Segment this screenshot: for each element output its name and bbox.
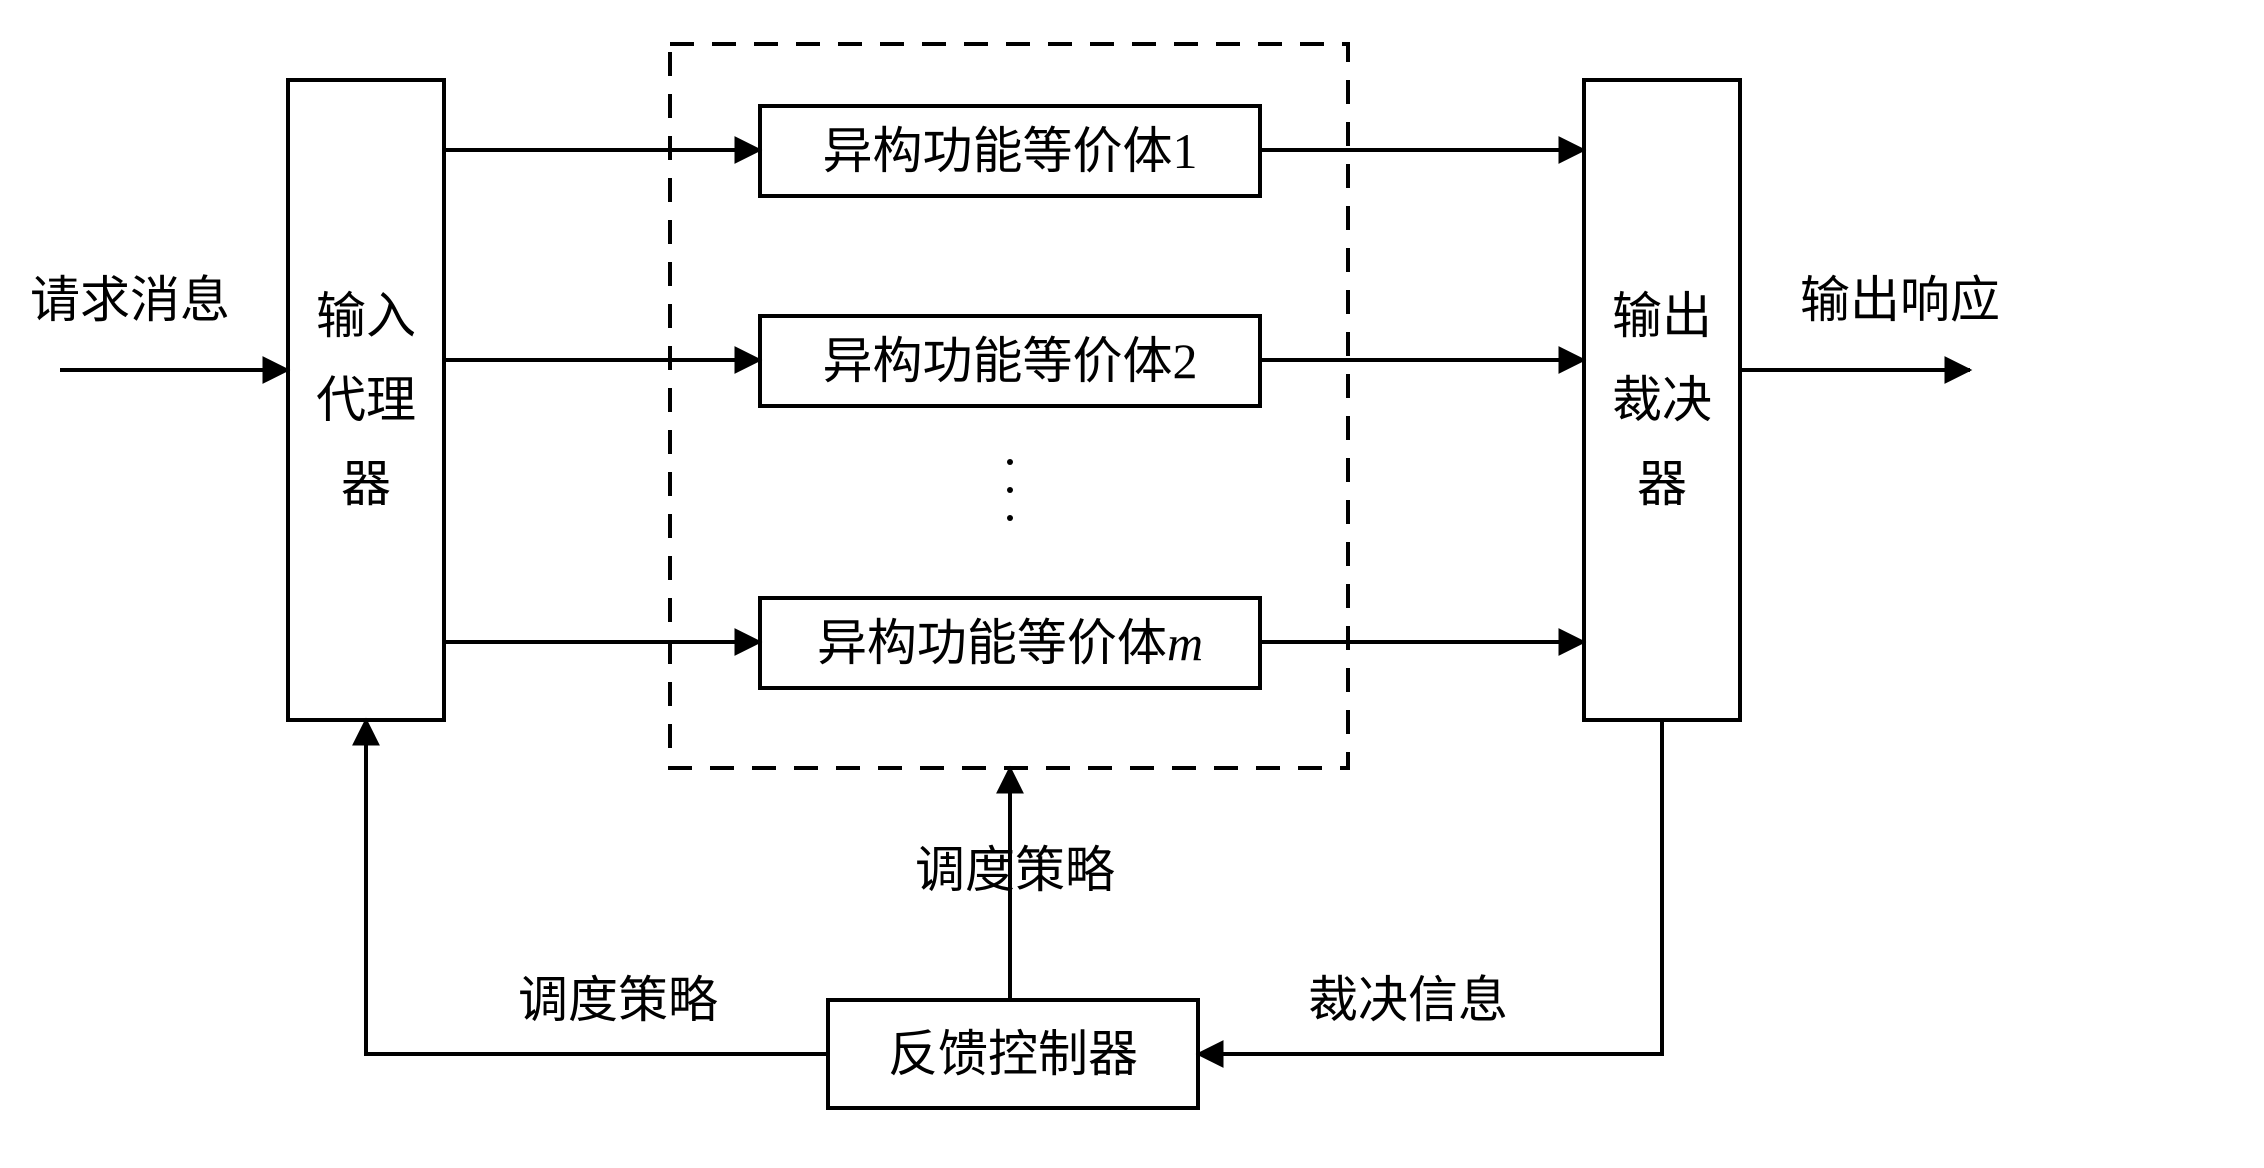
output-arbiter-label: 器 (1637, 456, 1687, 512)
input-proxy-label: 输入 (316, 288, 416, 344)
ellipsis-dot (1007, 515, 1013, 521)
label-output_response: 输出响应 (1800, 272, 2000, 328)
output-arbiter-label: 输出 (1612, 288, 1712, 344)
feedback-controller-label: 反馈控制器 (888, 1026, 1138, 1082)
ellipsis-dot (1007, 459, 1013, 465)
input-proxy-label: 器 (341, 456, 391, 512)
hetero2-label: 异构功能等价体2 (823, 333, 1198, 389)
hetero-m-label: 异构功能等价体m (817, 615, 1203, 671)
label-schedule_policy_left: 调度策略 (518, 972, 718, 1028)
output-arbiter-label: 裁决 (1612, 372, 1712, 428)
input-proxy-label: 代理 (316, 372, 416, 428)
label-request: 请求消息 (30, 272, 230, 328)
label-arbitrate_info: 裁决信息 (1308, 972, 1508, 1028)
label-schedule_policy_up: 调度策略 (915, 842, 1115, 898)
ellipsis-dot (1007, 487, 1013, 493)
hetero1-label: 异构功能等价体1 (823, 123, 1198, 179)
